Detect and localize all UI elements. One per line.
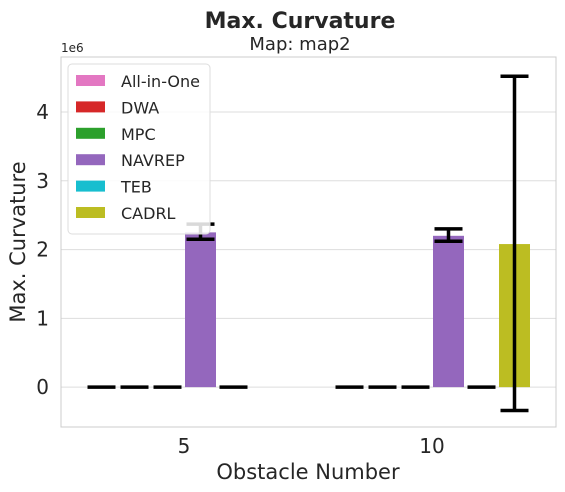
legend-item-MPC: MPC [76,125,156,144]
y-tick-3: 3 [36,169,49,193]
bars [185,232,530,388]
legend-label-DWA: DWA [121,98,159,117]
legend-item-NAVREP: NAVREP [76,151,185,170]
legend-swatch-DWA [76,101,105,113]
error-bars [87,74,529,413]
x-axis-label: Obstacle Number [216,460,400,484]
chart-subtitle: Map: map2 [249,34,350,55]
errorbar-CADRL-10 [500,74,529,413]
y-tick-labels: 0 1 2 3 4 [36,100,49,399]
y-tick-1: 1 [36,306,49,330]
x-tick-labels: 5 10 [178,434,445,458]
bar-NAVREP-10 [433,235,464,388]
chart-title: Max. Curvature [205,9,396,34]
legend-item-CADRL: CADRL [76,204,176,223]
y-tick-2: 2 [36,238,49,262]
legend-label-All-in-One: All-in-One [121,72,200,91]
y-axis-label: Max. Curvature [6,161,30,322]
legend-item-DWA: DWA [76,98,159,117]
axis-offset-label: 1e6 [61,41,84,55]
legend-item-TEB: TEB [76,178,152,197]
plot-area-frame [60,56,557,428]
legend-swatch-TEB [76,180,105,192]
y-tick-4: 4 [36,100,49,124]
legend-item-All-in-One: All-in-One [76,72,200,91]
legend-label-TEB: TEB [120,178,152,197]
bar-NAVREP-5 [185,232,216,388]
y-tick-0: 0 [36,375,49,399]
legend-label-MPC: MPC [121,125,156,144]
x-tick-5: 5 [178,434,191,458]
legend-swatch-All-in-One [76,75,105,86]
legend-swatch-CADRL [76,207,105,218]
legend-label-CADRL: CADRL [121,204,176,223]
legend-swatch-NAVREP [76,154,105,166]
errorbar-NAVREP-10 [434,227,463,244]
legend: All-in-One DWA MPC NAVREP TEB CADRL [67,63,211,235]
x-tick-10: 10 [419,434,444,458]
legend-swatch-MPC [76,127,105,139]
legend-label-NAVREP: NAVREP [121,151,185,170]
